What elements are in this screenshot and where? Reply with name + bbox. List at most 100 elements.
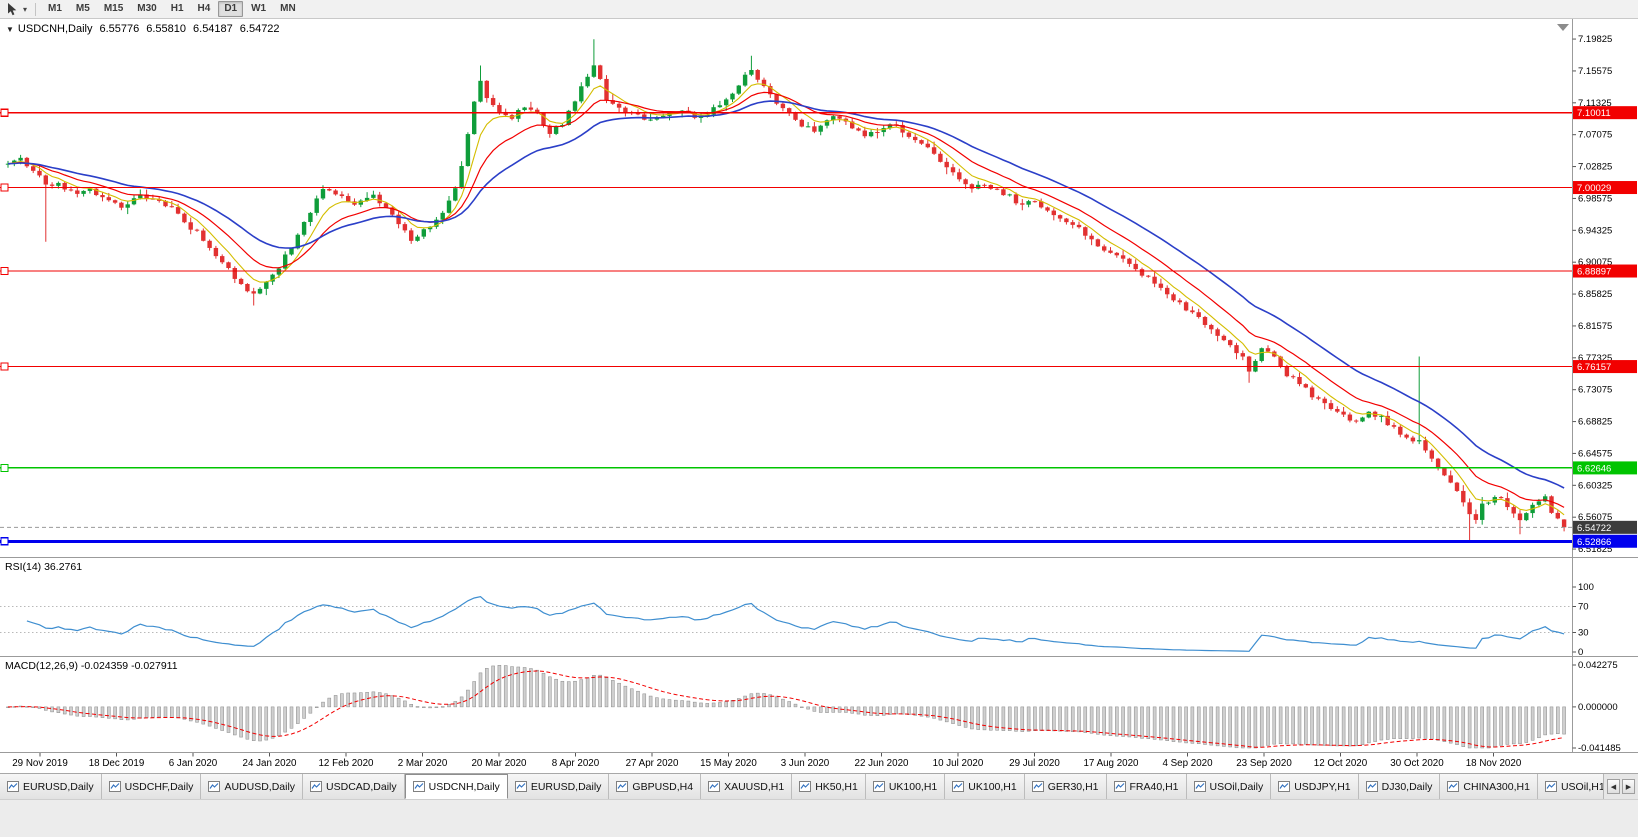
chart-tab-hk50-h1[interactable]: HK50,H1 [792,774,866,799]
line-anchor-marker [0,266,9,276]
tab-label: GBPUSD,H4 [632,780,694,793]
macd-histogram-bar [636,690,640,708]
candle-body [616,103,622,108]
chart-tab-usdcnh-daily[interactable]: USDCNH,Daily [404,774,508,799]
macd-histogram-bar [1259,706,1264,748]
chart-tab-usdchf-daily[interactable]: USDCHF,Daily [101,774,202,799]
chart-tab-usoil-daily[interactable]: USOil,Daily [1186,774,1272,799]
macd-histogram-bar [1543,706,1547,736]
macd-histogram-bar [1430,706,1434,740]
chart-tab-ger30-h1[interactable]: GER30,H1 [1024,774,1107,799]
candle-body [1089,235,1094,240]
macd-histogram-bar [1033,706,1037,731]
candle-body [850,121,855,129]
chart-tab-eurusd-daily[interactable]: EURUSD,Daily [0,774,102,799]
candle-body [1448,475,1453,483]
candle-body [976,184,981,189]
macd-histogram-bar [881,706,886,716]
symbol-dropdown-icon[interactable]: ▼ [6,24,14,34]
macd-histogram-bar [1511,706,1516,745]
chart-tab-china300-h1[interactable]: CHINA300,H1 [1440,774,1538,799]
candle-body [144,194,149,199]
candle-body [787,108,792,113]
macd-histogram-bar [1423,706,1428,739]
date-label: 6 Jan 2020 [169,758,218,769]
timeframe-button-m5[interactable]: M5 [75,3,90,14]
chevron-down-icon[interactable]: ▾ [22,4,27,14]
price-axis-label: 6.73075 [1578,385,1612,396]
tab-scroll-left-button[interactable]: ◀ [1607,779,1620,794]
macd-histogram-bar [403,700,407,708]
macd-histogram-bar [560,680,565,708]
chart-tab-gbpusd-h4[interactable]: GBPUSD,H4 [609,774,702,799]
macd-histogram-bar [1007,706,1012,731]
chart-tab-usdjpy-h1[interactable]: USDJPY,H1 [1271,774,1359,799]
timeframe-button-mn[interactable]: MN [280,3,296,14]
chart-tab-xauusd-h1[interactable]: XAUUSD,H1 [701,774,793,799]
candle-body [931,147,937,154]
macd-histogram-bar [151,706,155,718]
timeframe-button-d1[interactable]: D1 [218,1,244,17]
candle-body [232,267,237,279]
candle-body [1309,387,1315,398]
candle-body [1297,376,1302,385]
macd-histogram-bar [1461,706,1466,747]
macd-histogram-bar [686,700,691,708]
timeframe-button-m30[interactable]: M30 [137,3,157,14]
macd-histogram-bar [787,701,791,708]
date-label: 29 Nov 2019 [12,758,68,769]
horizontal-lines-layer [0,108,1572,546]
chart-tab-usdcad-daily[interactable]: USDCAD,Daily [303,774,405,799]
candle-body [913,136,918,141]
timeframe-button-w1[interactable]: W1 [251,3,267,14]
candle-body [371,194,376,198]
date-label: 3 Jun 2020 [781,758,830,769]
price-line-badge: 7.10011 [1573,106,1637,120]
candle-body [81,190,86,194]
candle-body [245,283,250,292]
candle-body [1498,497,1504,499]
candle-body [37,170,42,176]
macd-histogram-bar [207,706,212,727]
candle-body [100,195,105,198]
macd-histogram-bar [327,697,332,708]
macd-histogram-bar [182,706,187,720]
timeframe-button-h4[interactable]: H4 [197,3,211,14]
timeframe-button-m15[interactable]: M15 [103,3,124,14]
chart-tab-uk100-h1[interactable]: UK100,H1 [865,774,946,799]
date-axis: 29 Nov 2019 18 Dec 2019 6 Jan 2020 24 Jan 2… [12,753,1522,769]
chart-tab-uk100-h1[interactable]: UK100,H1 [945,774,1025,799]
chart-tab-dj30-daily[interactable]: DJ30,Daily [1358,774,1441,799]
chart-tab-eurusd-daily[interactable]: EURUSD,Daily [507,774,610,799]
svg-text:6.76157: 6.76157 [1577,362,1611,373]
timeframe-button-m1[interactable]: M1 [48,3,62,14]
date-label: 8 Apr 2020 [552,758,600,769]
candle-body [472,101,477,135]
macd-histogram-bar [371,691,376,708]
macd-histogram-bar [585,677,590,708]
macd-histogram-bar [1266,706,1270,746]
macd-histogram-bar [1467,706,1472,749]
candle-body [793,112,798,120]
candle-body [749,70,754,75]
candle-body [610,100,615,104]
macd-panel: MACD(12,26,9) -0.024359 -0.027911 0.04227… [5,660,1621,754]
chart-tab-audusd-daily[interactable]: AUDUSD,Daily [201,774,304,799]
date-label: 4 Sep 2020 [1162,758,1213,769]
chart-tab-usoil-h1[interactable]: USOil,H1 [1537,774,1613,799]
mini-chart-icon [208,781,221,792]
macd-histogram-bar [737,698,741,708]
candle-body [1202,316,1208,325]
timeframe-button-h1[interactable]: H1 [170,3,184,14]
candle-body [598,65,603,79]
price-axis-label: 7.07075 [1578,130,1612,141]
tab-scroll-right-button[interactable]: ▶ [1622,779,1635,794]
macd-histogram-bar [592,674,596,708]
chart-canvas[interactable]: 7.19825 7.15575 7.11325 7.07075 7.02825 6.985… [0,19,1638,773]
chart-shift-marker-icon[interactable] [1557,24,1569,31]
candle-body [516,110,521,119]
chart-window[interactable]: ▼ USDCNH,Daily 6.55776 6.55810 6.54187 6… [0,19,1638,773]
candle-body [1467,502,1472,515]
cursor-icon[interactable] [5,2,20,17]
chart-tab-fra40-h1[interactable]: FRA40,H1 [1106,774,1187,799]
